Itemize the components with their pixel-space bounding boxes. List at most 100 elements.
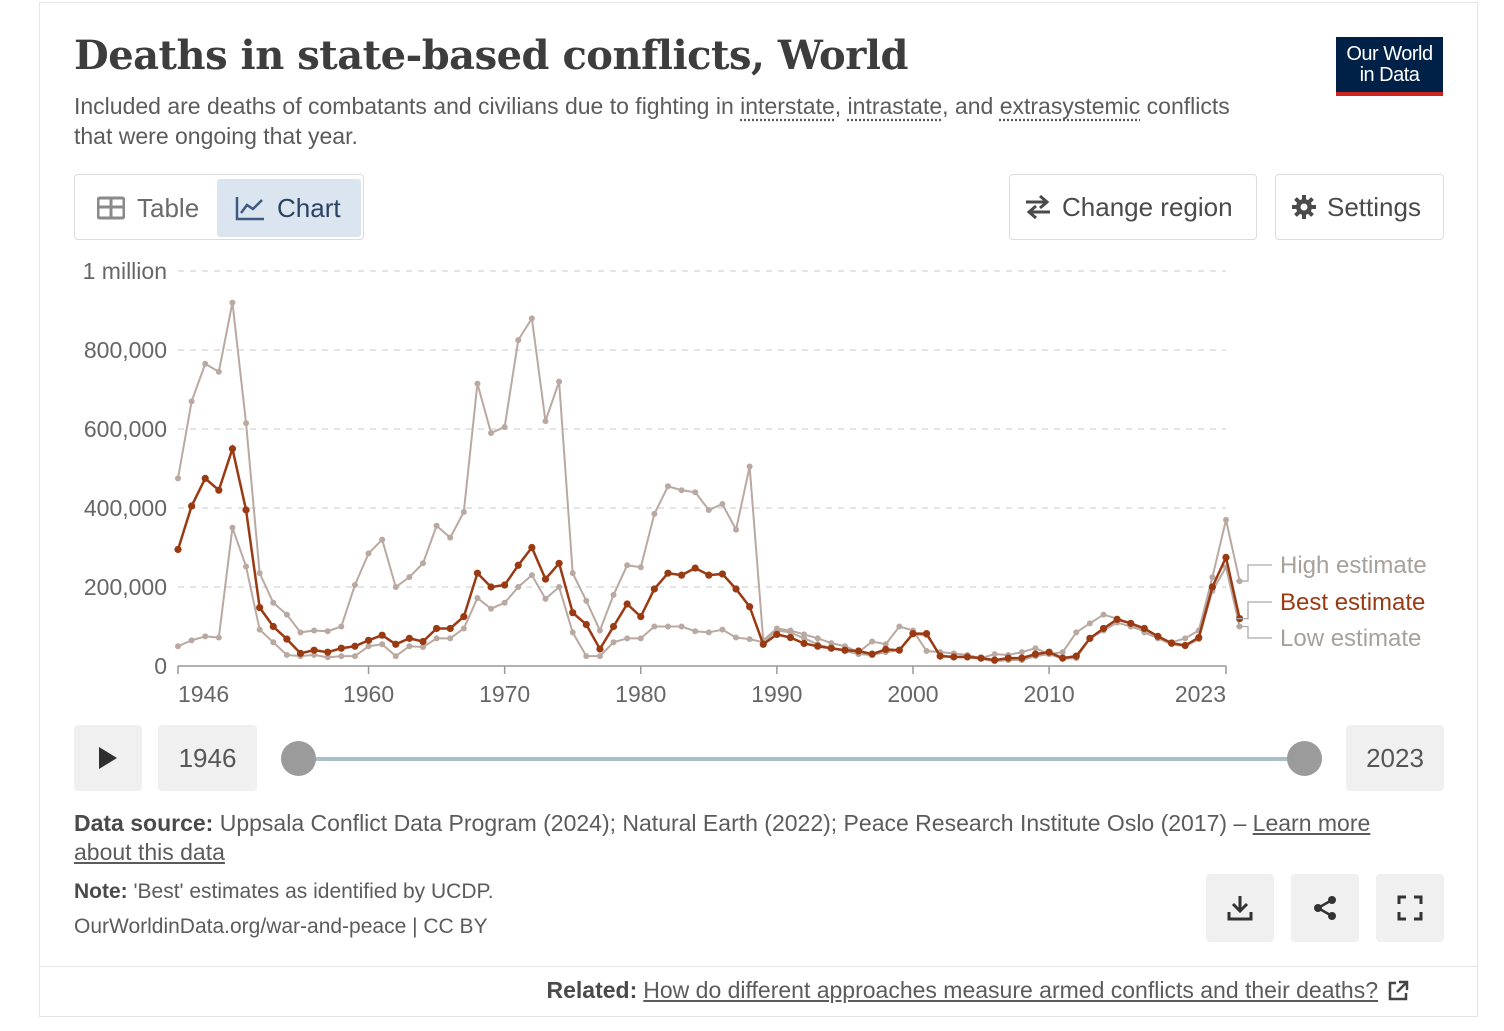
data-point[interactable]: [542, 595, 549, 602]
data-point[interactable]: [474, 380, 481, 387]
data-point[interactable]: [1154, 632, 1162, 640]
data-point[interactable]: [691, 564, 699, 572]
data-point[interactable]: [488, 605, 495, 612]
data-point[interactable]: [1195, 633, 1203, 642]
data-point[interactable]: [351, 582, 358, 589]
data-point[interactable]: [555, 559, 563, 567]
timeline-start-handle[interactable]: [281, 741, 316, 776]
data-point[interactable]: [338, 623, 345, 630]
data-point[interactable]: [882, 645, 890, 654]
data-point[interactable]: [1004, 654, 1012, 662]
data-point[interactable]: [664, 569, 672, 577]
data-point[interactable]: [542, 418, 549, 425]
data-point[interactable]: [718, 570, 727, 578]
data-point[interactable]: [1059, 649, 1066, 656]
data-point[interactable]: [447, 534, 454, 541]
data-point[interactable]: [201, 474, 209, 482]
data-point[interactable]: [746, 463, 753, 470]
data-point[interactable]: [1167, 639, 1176, 647]
data-point[interactable]: [419, 644, 426, 651]
data-point[interactable]: [202, 360, 209, 367]
data-point[interactable]: [650, 585, 658, 593]
data-point[interactable]: [447, 635, 454, 642]
data-point[interactable]: [351, 642, 359, 650]
data-point[interactable]: [501, 424, 508, 431]
data-point[interactable]: [624, 635, 631, 642]
data-point[interactable]: [324, 628, 331, 635]
data-point[interactable]: [474, 595, 481, 602]
data-point[interactable]: [677, 571, 686, 579]
tab-chart[interactable]: Chart: [217, 179, 361, 237]
data-point[interactable]: [1086, 620, 1093, 627]
data-point[interactable]: [596, 653, 603, 660]
data-point[interactable]: [379, 641, 386, 648]
data-point[interactable]: [868, 650, 876, 658]
data-point[interactable]: [854, 647, 863, 655]
data-point[interactable]: [541, 575, 550, 583]
data-point[interactable]: [1113, 615, 1121, 623]
data-point[interactable]: [637, 635, 644, 642]
data-point[interactable]: [583, 597, 590, 604]
data-point[interactable]: [1032, 645, 1039, 652]
data-point[interactable]: [283, 651, 290, 658]
data-point[interactable]: [991, 656, 999, 664]
data-point[interactable]: [1045, 648, 1053, 656]
data-point[interactable]: [732, 585, 740, 593]
data-point[interactable]: [759, 640, 767, 648]
data-point[interactable]: [528, 543, 536, 552]
data-point[interactable]: [215, 368, 222, 375]
data-point[interactable]: [692, 489, 699, 496]
data-point[interactable]: [1127, 619, 1135, 627]
data-point[interactable]: [882, 641, 889, 648]
data-point[interactable]: [692, 628, 699, 635]
data-point[interactable]: [705, 629, 712, 636]
data-point[interactable]: [433, 635, 440, 642]
data-point[interactable]: [637, 564, 644, 571]
data-point[interactable]: [705, 571, 713, 579]
data-point[interactable]: [1086, 634, 1094, 642]
data-point[interactable]: [814, 642, 822, 650]
data-point[interactable]: [977, 654, 985, 662]
data-point[interactable]: [596, 645, 604, 653]
data-point[interactable]: [283, 611, 290, 618]
timeline-end-year[interactable]: 2023: [1346, 725, 1444, 791]
data-point[interactable]: [841, 646, 849, 654]
data-point[interactable]: [1073, 629, 1080, 636]
data-point[interactable]: [1018, 649, 1025, 656]
data-point[interactable]: [460, 613, 468, 621]
legend-label-best-estimate[interactable]: Best estimate: [1280, 589, 1425, 616]
learn-more-link[interactable]: Learn more about this data: [74, 810, 1371, 865]
data-point[interactable]: [651, 623, 658, 630]
data-point[interactable]: [1018, 654, 1026, 662]
data-point[interactable]: [378, 631, 386, 639]
data-point[interactable]: [243, 420, 250, 427]
data-point[interactable]: [528, 315, 535, 322]
data-point[interactable]: [215, 486, 223, 494]
data-point[interactable]: [569, 629, 576, 636]
data-point[interactable]: [828, 640, 835, 647]
data-point[interactable]: [433, 522, 440, 529]
data-point[interactable]: [270, 599, 277, 606]
download-button[interactable]: [1206, 874, 1274, 942]
data-point[interactable]: [365, 550, 372, 557]
data-point[interactable]: [1140, 624, 1148, 633]
data-point[interactable]: [528, 572, 535, 579]
data-point[interactable]: [569, 609, 577, 617]
data-point[interactable]: [338, 653, 345, 660]
data-point[interactable]: [787, 629, 794, 636]
data-point[interactable]: [392, 584, 399, 590]
data-point[interactable]: [270, 639, 277, 646]
change-region-button[interactable]: Change region: [1009, 174, 1257, 240]
data-point[interactable]: [229, 524, 236, 531]
data-point[interactable]: [283, 635, 291, 643]
related-article-link[interactable]: How do different approaches measure arme…: [643, 977, 1378, 1003]
share-button[interactable]: [1291, 874, 1359, 942]
data-point[interactable]: [869, 638, 876, 645]
data-point[interactable]: [733, 526, 740, 533]
data-point[interactable]: [827, 644, 835, 652]
data-point[interactable]: [311, 627, 318, 634]
data-point[interactable]: [773, 630, 781, 639]
data-point[interactable]: [256, 570, 263, 577]
data-point[interactable]: [556, 378, 563, 385]
data-point[interactable]: [488, 429, 495, 436]
